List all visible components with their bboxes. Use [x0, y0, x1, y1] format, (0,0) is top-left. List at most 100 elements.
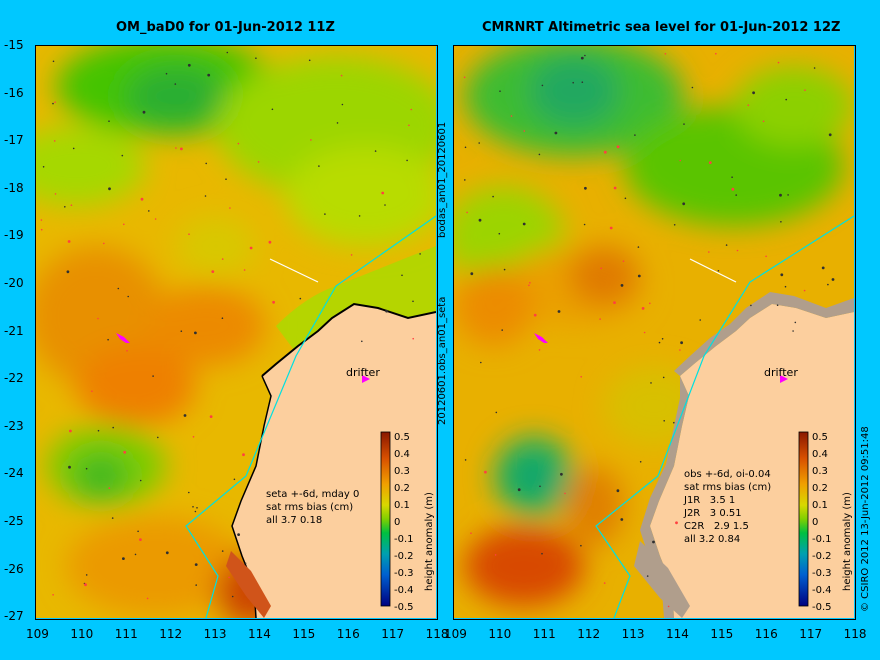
observation-dot [464, 459, 467, 461]
observation-dot [495, 411, 498, 414]
observation-dot [187, 63, 191, 67]
info-line: all 3.2 0.84 [684, 534, 741, 545]
observation-dot [68, 465, 71, 469]
observation-dot [517, 488, 521, 492]
observation-dot [310, 139, 312, 141]
observation-dot [776, 304, 779, 307]
observation-dot [708, 161, 712, 164]
observation-dot [237, 142, 240, 145]
observation-dot [620, 284, 624, 287]
observation-dot [165, 72, 168, 75]
observation-dot [91, 390, 93, 393]
observation-dot [780, 273, 784, 277]
observation-dot [64, 206, 66, 208]
observation-dot [194, 510, 197, 513]
observation-dot [381, 191, 385, 195]
colorbar-tick-label: -0.5 [812, 602, 832, 613]
observation-dot [580, 376, 582, 378]
observation-dot [408, 124, 410, 127]
observation-dot [609, 226, 613, 230]
observation-dot [673, 421, 675, 424]
observation-dot [140, 197, 144, 201]
copyright-label: © CSIRO 2012 13-Jun-2012 09:51:48 [860, 426, 871, 612]
observation-dot [221, 258, 224, 260]
observation-dot [53, 140, 56, 142]
observation-dot [211, 270, 215, 273]
observation-dot [112, 426, 114, 429]
observation-dot [165, 551, 169, 555]
observation-dot [52, 594, 54, 596]
observation-dot [188, 491, 190, 494]
info-line: seta +-6d, mday 0 [266, 489, 360, 500]
info-line: J2R 3 0.51 [684, 508, 742, 519]
observation-dot [410, 108, 413, 111]
observation-dot [350, 254, 353, 256]
observation-dot [152, 375, 154, 377]
observation-dot [750, 304, 752, 307]
observation-dot [196, 507, 198, 509]
observation-dot [717, 270, 720, 272]
right-colorbar-label: height anomaly (m) [842, 492, 853, 591]
colorbar-tick-label: 0.1 [812, 500, 828, 511]
observation-dot [67, 240, 71, 243]
x-tick-label: 112 [159, 627, 183, 641]
right-drifter-label: drifter [764, 366, 798, 379]
observation-dot [361, 340, 363, 343]
observation-dot [464, 179, 466, 181]
observation-dot [554, 131, 558, 135]
colorbar-tick-label: -0.3 [394, 568, 414, 579]
observation-dot [662, 376, 665, 379]
observation-dot [803, 289, 806, 292]
y-tick-label: -26 [4, 561, 24, 576]
observation-dot [188, 233, 190, 235]
y-tick-label: -18 [4, 180, 24, 195]
observation-dot [752, 91, 755, 95]
observation-dot [682, 202, 686, 206]
observation-dot [108, 187, 111, 191]
observation-dot [66, 270, 70, 274]
observation-dot [134, 553, 137, 556]
observation-dot [478, 218, 482, 222]
colorbar-tick-label: -0.2 [394, 551, 414, 562]
observation-dot [658, 341, 661, 344]
observation-dot [637, 246, 640, 248]
colorbar-tick-label: -0.3 [812, 568, 832, 579]
observation-dot [466, 211, 468, 214]
x-tick-label: 114 [248, 627, 271, 641]
observation-dot [308, 59, 311, 62]
observation-dot [146, 597, 149, 600]
observation-dot [180, 147, 183, 151]
colorbar-tick-label: -0.5 [394, 602, 414, 613]
observation-dot [533, 313, 537, 317]
observation-dot [528, 284, 530, 287]
observation-dot [646, 575, 649, 577]
observation-dot [616, 489, 620, 493]
observation-dot [622, 260, 625, 262]
observation-dot [401, 274, 403, 277]
observation-dot [613, 301, 616, 304]
observation-dot [762, 120, 765, 123]
observation-dot [97, 429, 100, 432]
observation-dot [541, 84, 544, 87]
observation-dot [299, 297, 302, 300]
observation-dot [804, 89, 806, 91]
observation-dot [107, 338, 109, 341]
observation-dot [777, 61, 780, 64]
right-info-box: obs +-6d, oi-0.04 sat rms bias (cm) J1R 3.… [684, 468, 771, 546]
observation-dot [225, 178, 227, 180]
observation-dot [154, 218, 157, 220]
observation-dot [785, 98, 787, 101]
observation-dot [765, 255, 767, 258]
observation-dot [52, 102, 54, 105]
side-label-bottom: 20120601.obs_an01_seta [437, 296, 448, 425]
y-tick-label: -24 [4, 466, 24, 481]
info-line: obs +-6d, oi-0.04 [684, 469, 771, 480]
colorbar-tick-label: 0.5 [394, 432, 410, 443]
observation-dot [103, 242, 105, 245]
observation-dot [663, 420, 665, 422]
colorbar-tick-label: 0.2 [394, 483, 410, 494]
observation-dot [183, 414, 187, 417]
y-tick-label: -22 [4, 371, 24, 386]
observation-dot [464, 146, 467, 149]
observation-dot [680, 341, 683, 345]
